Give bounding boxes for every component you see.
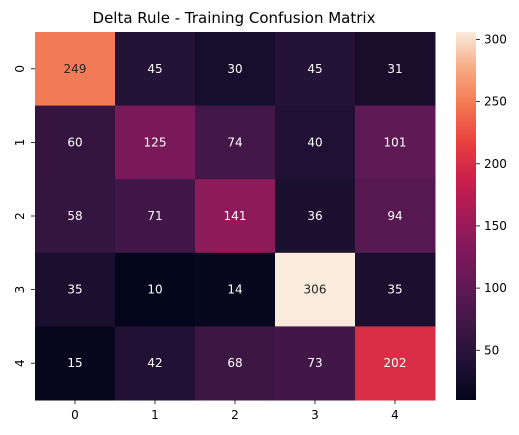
colorbar-tick-label: 250 — [484, 95, 507, 109]
y-tick-label: 0 — [13, 65, 27, 73]
colorbar-tick-label: 300 — [484, 32, 507, 46]
y-tick-label: 2 — [13, 212, 27, 220]
cell-value-label: 45 — [147, 62, 162, 76]
colorbar-tick-label: 100 — [484, 281, 507, 295]
x-tick-label: 0 — [71, 408, 79, 422]
y-tick-label: 4 — [13, 359, 27, 367]
cell-value-label: 10 — [147, 283, 162, 297]
cell-value-label: 101 — [384, 135, 407, 149]
cell-value-label: 74 — [227, 135, 242, 149]
cell-value-label: 15 — [67, 356, 82, 370]
cell-value-label: 94 — [387, 209, 402, 223]
cell-value-label: 202 — [384, 356, 407, 370]
cell-value-label: 45 — [307, 62, 322, 76]
cell-value-label: 35 — [387, 283, 402, 297]
x-axis-ticks: 0 1 2 3 4 — [71, 400, 399, 422]
cell-value-label: 35 — [67, 283, 82, 297]
x-tick-label: 1 — [151, 408, 159, 422]
cell-value-label: 73 — [307, 356, 322, 370]
cell-value-label: 58 — [67, 209, 82, 223]
y-tick-label: 1 — [13, 139, 27, 147]
colorbar-ticks: 50 100 150 200 250 300 — [476, 32, 507, 357]
colorbar-tick-label: 200 — [484, 157, 507, 171]
colorbar-tick-label: 150 — [484, 219, 507, 233]
cell-value-label: 42 — [147, 356, 162, 370]
colorbar-tick-label: 50 — [484, 343, 499, 357]
cell-value-label: 125 — [144, 135, 167, 149]
cell-value-label: 14 — [227, 283, 242, 297]
cell-value-label: 141 — [224, 209, 247, 223]
colorbar — [456, 32, 476, 400]
x-tick-label: 3 — [311, 408, 319, 422]
heatmap-cells: 249 45 30 45 31 60 125 74 40 101 58 71 141 36 94 35 10 14… — [35, 32, 436, 401]
x-tick-label: 2 — [231, 408, 239, 422]
cell-value-label: 30 — [227, 62, 242, 76]
y-axis-ticks: 0 1 2 3 4 — [13, 65, 35, 367]
cell-value-label: 40 — [307, 135, 322, 149]
cell-value-label: 60 — [67, 135, 82, 149]
cell-value-label: 31 — [387, 62, 402, 76]
cell-value-label: 306 — [304, 283, 327, 297]
cell-value-label: 68 — [227, 356, 242, 370]
cell-value-label: 249 — [64, 62, 87, 76]
chart-title: Delta Rule - Training Confusion Matrix — [93, 9, 376, 27]
cell-value-label: 71 — [147, 209, 162, 223]
cell-value-label: 36 — [307, 209, 322, 223]
y-tick-label: 3 — [13, 286, 27, 294]
x-tick-label: 4 — [391, 408, 399, 422]
